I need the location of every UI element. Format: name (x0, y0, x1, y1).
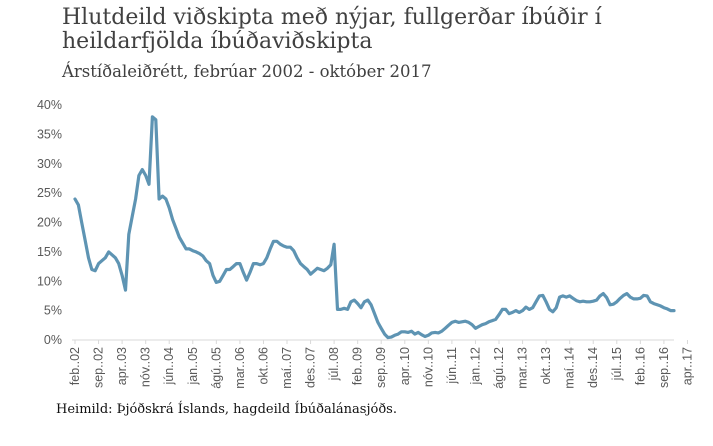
x-tick-label: júl..08 (327, 347, 341, 381)
title-line-1: Hlutdeild viðskipta með nýjar, fullgerða… (62, 5, 602, 30)
x-tick-label: nóv..10 (421, 347, 435, 387)
x-tick-label: mar..13 (516, 347, 530, 389)
x-tick-label: mar..06 (233, 347, 247, 389)
x-tick-label: maí..14 (563, 347, 577, 389)
y-tick-label: 40% (37, 98, 62, 112)
x-tick-label: feb..02 (68, 347, 82, 385)
x-tick-label: sep..02 (92, 347, 106, 388)
title-line-2: heildarfjölda íbúðaviðskipta (62, 29, 373, 54)
x-tick-label: maí..07 (280, 347, 294, 389)
x-tick-label: okt..13 (539, 347, 553, 385)
x-tick-label: feb..16 (633, 347, 647, 385)
y-tick-label: 25% (37, 186, 62, 200)
x-tick-label: jún..04 (162, 347, 176, 386)
x-tick-label: júl..15 (610, 347, 624, 381)
x-tick-label: sep..09 (374, 347, 388, 388)
y-tick-label: 5% (44, 304, 62, 318)
x-tick-label: jan..12 (468, 347, 482, 386)
y-tick-label: 10% (37, 274, 62, 288)
x-tick-label: ágú..12 (492, 347, 506, 389)
series-line (73, 115, 676, 340)
x-tick-label: okt..06 (256, 347, 270, 385)
x-tick-label: ágú..05 (209, 347, 223, 389)
chart-title: Hlutdeild viðskipta með nýjar, fullgerða… (62, 6, 702, 54)
source-note: Heimild: Þjóðskrá Íslands, hagdeild Íbúð… (56, 402, 397, 417)
y-tick-label: 20% (37, 216, 62, 230)
x-tick-label: sep..16 (657, 347, 671, 388)
x-tick-label: des..14 (586, 347, 600, 388)
y-axis: 0% 5% 10% 15% 20% 25% 30% 35% 40% (37, 98, 62, 347)
x-axis: feb..02 sep..02 apr..03 nóv..03 jún..04 jan..… (68, 339, 694, 389)
x-tick-label: nóv..03 (139, 347, 153, 387)
y-tick-label: 15% (37, 245, 62, 259)
y-tick-label: 0% (44, 333, 62, 347)
x-tick-label: feb..09 (351, 347, 365, 385)
x-tick-label: jún..11 (445, 347, 459, 385)
y-tick-label: 35% (37, 127, 62, 141)
x-tick-label: apr..03 (115, 347, 129, 385)
x-tick-label: apr..17 (680, 347, 694, 385)
chart-subtitle: Árstíðaleiðrétt, febrúar 2002 - október … (62, 62, 432, 81)
x-tick-label: des..07 (304, 347, 318, 388)
x-tick-label: apr..10 (398, 347, 412, 385)
y-tick-label: 30% (37, 157, 62, 171)
series-group (73, 115, 676, 340)
x-tick-label: jan..05 (186, 347, 200, 386)
